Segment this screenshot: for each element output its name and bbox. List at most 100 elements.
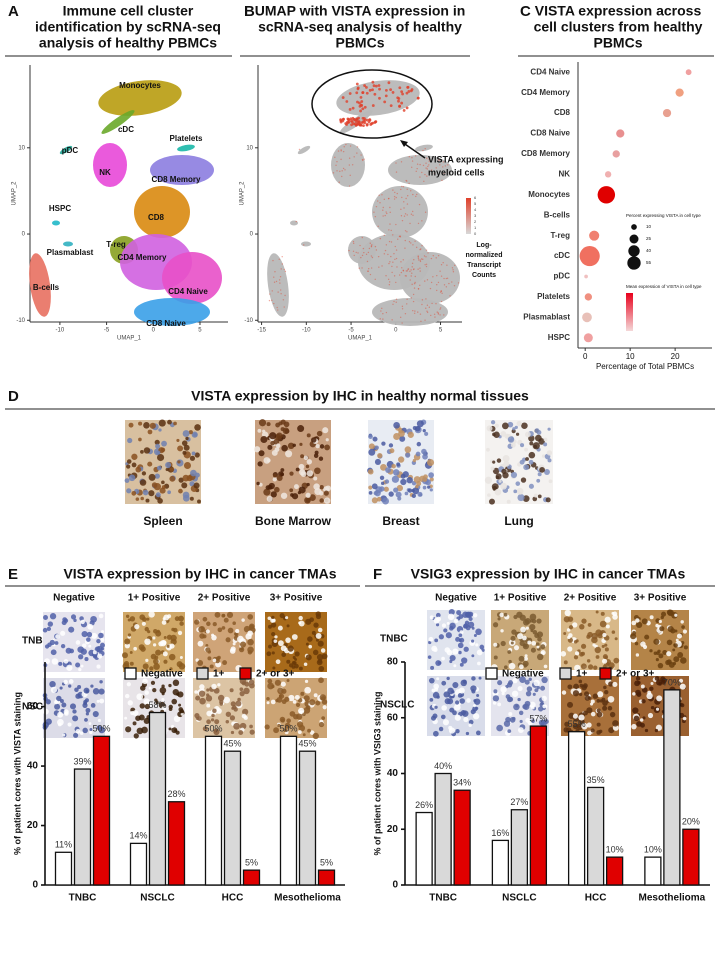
ihc-cell bbox=[541, 454, 546, 458]
ihc-cell bbox=[384, 479, 390, 484]
ihc-cell bbox=[578, 692, 583, 697]
ihc-cell bbox=[654, 728, 659, 733]
category-label: CD4 Memory bbox=[521, 88, 570, 97]
ihc-cell bbox=[632, 707, 639, 714]
panel-title: identification by scRNA-seq bbox=[35, 19, 221, 35]
expression-speckle bbox=[411, 157, 413, 159]
ihc-cell bbox=[206, 710, 213, 717]
ihc-cell bbox=[247, 638, 254, 646]
ihc-cell bbox=[604, 616, 611, 623]
expression-speckle bbox=[416, 167, 418, 170]
ihc-cell bbox=[163, 635, 167, 639]
ihc-cell bbox=[131, 490, 137, 496]
ihc-cell bbox=[586, 722, 592, 728]
ihc-cell bbox=[574, 651, 580, 656]
ihc-cell bbox=[177, 691, 184, 698]
ihc-cell bbox=[415, 451, 421, 457]
expression-speckle bbox=[414, 310, 416, 312]
ihc-cell bbox=[202, 634, 207, 639]
expression-speckle bbox=[425, 307, 427, 309]
ihc-cell bbox=[490, 466, 495, 471]
ihc-cell bbox=[422, 476, 428, 482]
expression-speckle bbox=[336, 161, 338, 163]
ihc-cell bbox=[635, 676, 641, 681]
expression-speckle bbox=[395, 162, 397, 164]
expression-speckle bbox=[341, 119, 345, 123]
ihc-cell bbox=[96, 699, 100, 703]
ihc-cell bbox=[305, 654, 312, 661]
ihc-cell bbox=[219, 702, 223, 706]
ihc-cell bbox=[294, 657, 298, 661]
ihc-cell bbox=[221, 613, 226, 618]
ihc-cell bbox=[644, 634, 650, 640]
ihc-cell bbox=[132, 710, 139, 716]
ihc-cell bbox=[152, 643, 157, 647]
ihc-cell bbox=[176, 692, 180, 696]
dot bbox=[579, 246, 600, 267]
legend-label: 1+ bbox=[213, 669, 225, 680]
ihc-cell bbox=[75, 693, 81, 699]
expression-speckle bbox=[445, 277, 448, 280]
ihc-cell bbox=[536, 618, 542, 624]
expression-speckle bbox=[421, 220, 423, 222]
ihc-cell bbox=[96, 645, 103, 653]
expression-speckle bbox=[389, 88, 393, 92]
ihc-cell bbox=[75, 640, 81, 645]
value-label: 40% bbox=[434, 761, 452, 771]
column-header: 1+ Positive bbox=[128, 593, 181, 604]
ihc-cell bbox=[177, 460, 181, 464]
expression-speckle bbox=[406, 203, 409, 205]
ihc-cell bbox=[148, 686, 152, 690]
expression-speckle bbox=[353, 156, 355, 158]
ihc-cell bbox=[161, 692, 165, 696]
expression-speckle bbox=[344, 122, 348, 125]
ihc-cell bbox=[179, 656, 183, 660]
column-header: Negative bbox=[435, 593, 477, 604]
expression-speckle bbox=[356, 87, 360, 91]
ihc-cell bbox=[285, 450, 293, 458]
dot bbox=[612, 150, 620, 158]
ihc-cell bbox=[249, 729, 255, 735]
expression-speckle bbox=[340, 149, 342, 151]
ihc-cell bbox=[294, 663, 299, 669]
ihc-cell bbox=[514, 425, 518, 429]
ihc-cell bbox=[429, 615, 434, 620]
expression-speckle bbox=[422, 149, 424, 152]
ihc-cell bbox=[303, 662, 308, 667]
ihc-cell bbox=[459, 630, 464, 635]
ihc-cell bbox=[608, 727, 615, 734]
ihc-cell bbox=[305, 464, 310, 469]
expression-speckle bbox=[418, 203, 421, 206]
ihc-cell bbox=[314, 467, 321, 475]
expression-speckle bbox=[361, 116, 365, 120]
ihc-cell bbox=[437, 661, 442, 665]
x-tick-label: -10 bbox=[302, 328, 311, 334]
ihc-cell bbox=[232, 705, 237, 710]
ihc-cell bbox=[427, 655, 432, 659]
expression-speckle bbox=[279, 276, 282, 278]
ihc-cell bbox=[303, 707, 311, 714]
ihc-cell bbox=[256, 481, 260, 486]
ihc-cell bbox=[80, 664, 84, 668]
ihc-cell bbox=[595, 655, 600, 659]
expression-speckle bbox=[363, 105, 367, 109]
expression-speckle bbox=[368, 247, 371, 250]
ihc-cell bbox=[612, 720, 619, 727]
ihc-cell bbox=[198, 690, 206, 697]
bar bbox=[54, 851, 73, 886]
ihc-cell bbox=[206, 719, 211, 725]
cell-density bbox=[372, 298, 448, 326]
ihc-cell bbox=[522, 635, 527, 641]
ihc-cell bbox=[406, 476, 413, 484]
ihc-cell bbox=[677, 652, 684, 658]
expression-speckle bbox=[369, 273, 372, 276]
ihc-cell bbox=[510, 442, 516, 448]
ihc-cell bbox=[631, 620, 637, 626]
ihc-cell bbox=[294, 694, 300, 700]
ihc-cell bbox=[87, 623, 94, 630]
expression-speckle bbox=[393, 300, 395, 303]
ihc-cell bbox=[295, 467, 300, 472]
expression-speckle bbox=[420, 258, 423, 260]
expression-speckle bbox=[415, 170, 417, 173]
